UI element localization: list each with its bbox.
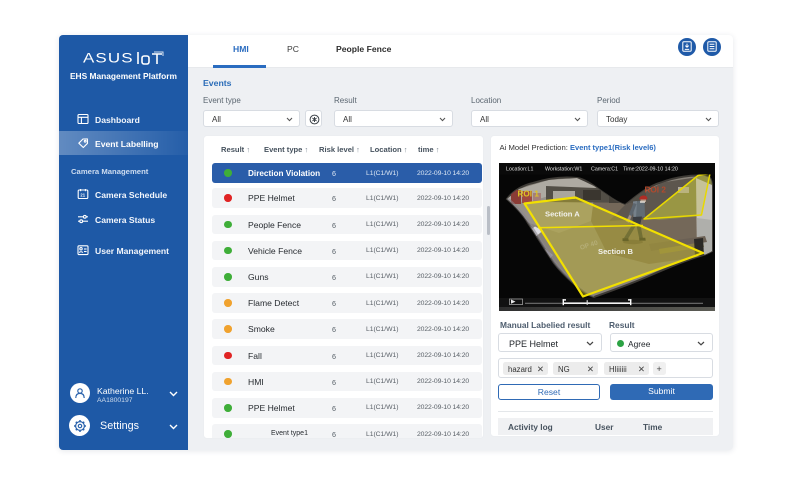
svg-text:ASUS: ASUS	[83, 51, 134, 66]
svg-text:Time:2022-09-10 14:20: Time:2022-09-10 14:20	[623, 167, 678, 173]
svg-text:Workstation:W1: Workstation:W1	[545, 167, 582, 173]
svg-text:Section B: Section B	[598, 247, 634, 256]
svg-text:ROI 1: ROI 1	[518, 190, 540, 199]
svg-text:Section A: Section A	[545, 210, 580, 219]
svg-text:Location:L1: Location:L1	[506, 167, 533, 173]
svg-text:21: 21	[80, 192, 85, 197]
svg-text:Camera:C1: Camera:C1	[591, 167, 618, 173]
svg-text:ROI 2: ROI 2	[645, 186, 667, 195]
